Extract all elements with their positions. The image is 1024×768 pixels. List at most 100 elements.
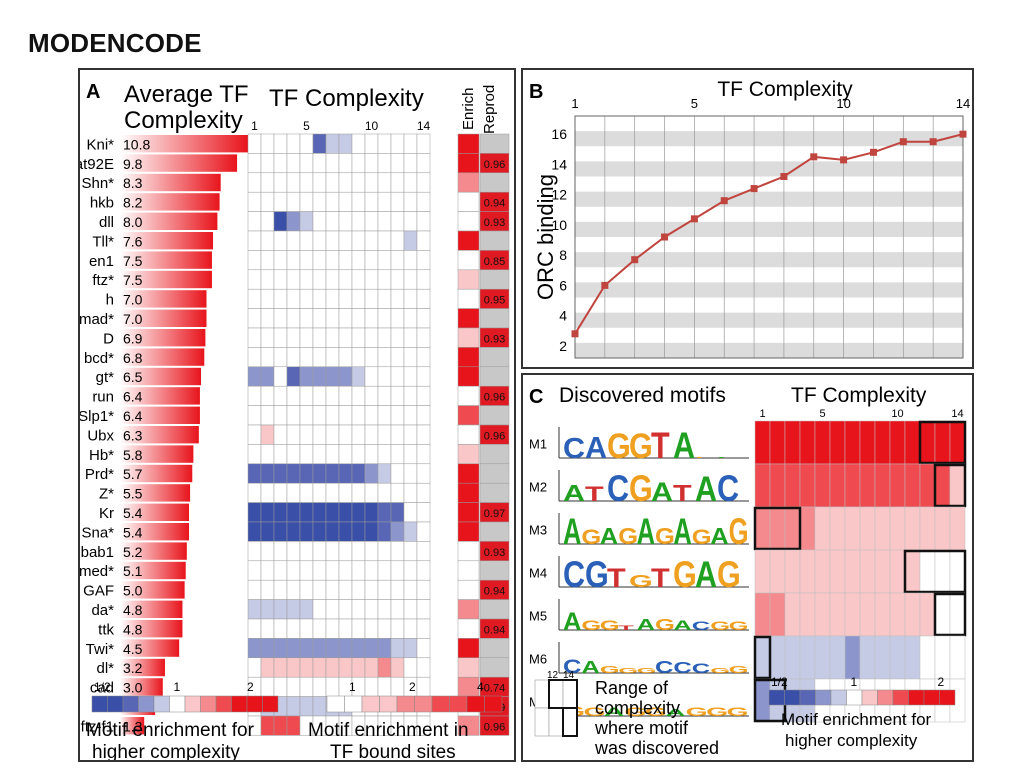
heatmap-cell — [377, 288, 392, 309]
heatmap-cell — [273, 541, 288, 562]
heatmap-cell — [351, 366, 366, 387]
legend-left-tick: 1 — [174, 680, 181, 694]
heatmap-cell — [247, 541, 262, 562]
avg-complexity-bar — [120, 329, 206, 347]
heatmap-cell — [273, 638, 288, 659]
page-title: MODENCODE — [28, 28, 202, 58]
tf-row: bcd* 6.8 — [84, 347, 510, 368]
enrich-cell — [457, 153, 480, 174]
heatmap-cell — [299, 599, 314, 620]
avg-value: 8.0 — [123, 214, 143, 230]
heatmap-cell — [377, 618, 392, 639]
heatmap-cell — [273, 676, 288, 697]
heatmap-cell — [829, 592, 846, 637]
reprod-value: 0.74 — [484, 683, 505, 695]
tf-complexity-title: TF Complexity — [791, 384, 927, 407]
reprod-cell — [479, 521, 510, 542]
heatmap-cell — [312, 327, 327, 348]
heatmap-cell — [390, 502, 405, 523]
logo-letter: G — [706, 705, 728, 718]
heatmap-cell — [338, 405, 353, 426]
legend-right-tick: 1 — [349, 680, 356, 694]
heatmap-cell — [754, 678, 771, 723]
heatmap-cell — [260, 230, 275, 251]
color-legend-swatch — [892, 689, 909, 706]
heatmap-cell — [325, 327, 340, 348]
heatmap-cell — [364, 366, 379, 387]
heatmap-cell — [299, 153, 314, 174]
panel-c: C Discovered motifs TF Complexity 1 5 10 14 M1 C… — [521, 373, 974, 762]
reprod-cell — [479, 657, 510, 678]
heatmap-cell — [364, 560, 379, 581]
logo-letter: C — [673, 660, 691, 677]
enrich-cell — [457, 638, 480, 659]
heatmap-cell — [949, 549, 966, 594]
enrich-cell — [457, 308, 480, 329]
tf-row: GAF 5.0 0.94 — [83, 579, 510, 600]
logo-letter: C — [563, 655, 581, 677]
logo-letter: G — [710, 666, 730, 675]
heatmap-cell — [247, 618, 262, 639]
reprod-cell — [479, 133, 510, 154]
heatmap-cell — [364, 191, 379, 212]
heatmap-cell — [904, 506, 921, 551]
heatmap-cell — [260, 250, 275, 271]
heatmap-cell — [416, 521, 431, 542]
heatmap-cell — [273, 502, 288, 523]
heatmap-cell — [338, 560, 353, 581]
tf-complexity-title: TF Complexity — [269, 85, 424, 112]
tf-row: ttk 4.8 0.94 — [98, 618, 510, 639]
tf-name: bab1 — [81, 544, 114, 561]
heatmap-cell — [260, 308, 275, 329]
heatmap-cell — [299, 638, 314, 659]
heatmap-cell — [919, 506, 936, 551]
tf-row: Sna* 5.4 — [81, 521, 510, 542]
heatmap-cell — [325, 502, 340, 523]
motif-row: M1 C A GGT A.. — [529, 420, 967, 467]
heatmap-cell — [814, 463, 831, 508]
heatmap-cell — [286, 405, 301, 426]
avg-value: 6.9 — [123, 330, 143, 346]
tf-row: Stat92E 9.8 0.96 — [80, 153, 510, 174]
heatmap-cell — [364, 153, 379, 174]
logo-letter: G — [600, 618, 620, 633]
heatmap-cell — [338, 579, 353, 600]
heatmap-cell — [416, 211, 431, 232]
heatmap-cell — [390, 327, 405, 348]
heatmap-cell — [889, 463, 906, 508]
heatmap-cell — [377, 560, 392, 581]
heatmap-cell — [325, 172, 340, 193]
heatmap-cell — [351, 638, 366, 659]
heatmap-cell — [934, 635, 951, 680]
heatmap-cell — [919, 635, 936, 680]
legend-right-swatch — [484, 695, 503, 713]
heatmap-cell — [247, 191, 262, 212]
heatmap-cell — [949, 420, 966, 465]
heatmap-cell — [312, 230, 327, 251]
heatmap-cell — [325, 657, 340, 678]
avg-title-line2: Complexity — [124, 107, 243, 134]
range-legend-cell — [548, 679, 564, 709]
heatmap-cell — [416, 638, 431, 659]
heatmap-cell — [403, 153, 418, 174]
heatmap-cell — [874, 463, 891, 508]
heatmap-cell — [351, 657, 366, 678]
avg-complexity-bar — [120, 523, 189, 541]
logo-letter: T — [673, 480, 692, 507]
heatmap-cell — [919, 420, 936, 465]
heatmap-cell — [325, 191, 340, 212]
heatmap-cell — [312, 482, 327, 503]
tf-row: Kr 5.4 0.97 — [99, 502, 510, 523]
enrich-cell — [457, 288, 480, 309]
heatmap-cell — [769, 549, 786, 594]
tf-row: med* 5.1 — [80, 560, 510, 581]
logo-letter: T — [651, 564, 670, 594]
heatmap-cell — [299, 696, 314, 717]
heatmap-cell — [919, 463, 936, 508]
heatmap-cell — [364, 385, 379, 406]
heatmap-cell — [299, 347, 314, 368]
logo-letter: T — [618, 625, 635, 632]
heatmap-cell — [829, 506, 846, 551]
logo-letter: C — [692, 661, 711, 676]
data-point — [840, 156, 848, 164]
